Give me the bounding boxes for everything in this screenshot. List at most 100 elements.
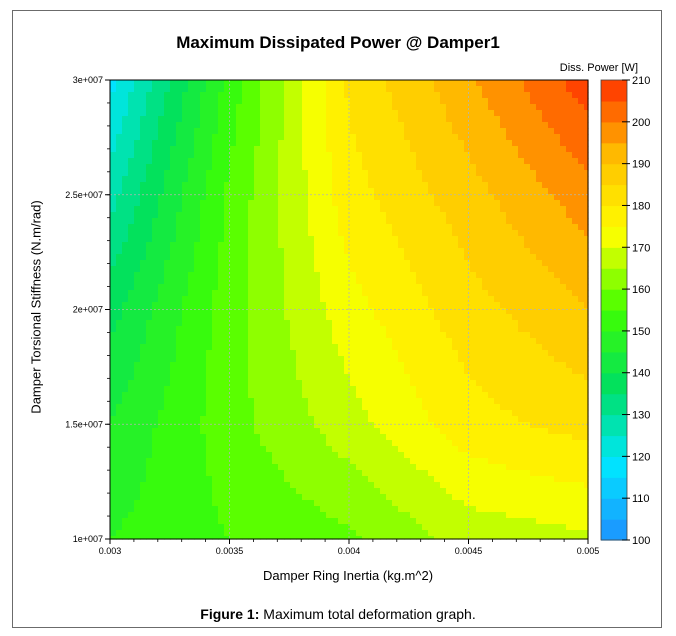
contour-cell <box>560 176 567 183</box>
contour-cell <box>374 272 381 279</box>
contour-cell <box>542 206 549 213</box>
contour-cell <box>380 158 387 165</box>
contour-cell <box>368 194 375 201</box>
contour-cell <box>116 98 123 105</box>
contour-cell <box>242 272 249 279</box>
contour-cell <box>320 140 327 147</box>
contour-cell <box>314 398 321 405</box>
contour-cell <box>524 158 531 165</box>
contour-cell <box>242 446 249 453</box>
contour-cell <box>422 128 429 135</box>
contour-cell <box>236 308 243 315</box>
contour-cell <box>110 362 117 369</box>
contour-cell <box>584 128 589 135</box>
contour-cell <box>530 278 537 285</box>
contour-cell <box>446 194 453 201</box>
contour-cell <box>188 452 195 459</box>
contour-cell <box>248 218 255 225</box>
contour-cell <box>182 134 189 141</box>
contour-cell <box>464 218 471 225</box>
contour-cell <box>302 122 309 129</box>
contour-cell <box>146 332 153 339</box>
contour-cell <box>254 452 261 459</box>
contour-cell <box>452 242 459 249</box>
contour-cell <box>134 392 141 399</box>
contour-cell <box>428 410 435 417</box>
contour-cell <box>236 116 243 123</box>
contour-cell <box>320 392 327 399</box>
contour-cell <box>446 230 453 237</box>
contour-cell <box>188 416 195 423</box>
contour-cell <box>374 176 381 183</box>
contour-cell <box>578 98 585 105</box>
contour-cell <box>290 128 297 135</box>
contour-cell <box>530 116 537 123</box>
contour-cell <box>512 80 519 87</box>
contour-cell <box>212 386 219 393</box>
contour-cell <box>338 98 345 105</box>
contour-cell <box>326 290 333 297</box>
contour-cell <box>260 422 267 429</box>
contour-cell <box>272 116 279 123</box>
contour-cell <box>494 104 501 111</box>
contour-cell <box>152 314 159 321</box>
contour-cell <box>428 254 435 261</box>
contour-cell <box>158 80 165 87</box>
contour-cell <box>272 308 279 315</box>
contour-cell <box>386 104 393 111</box>
contour-cell <box>212 194 219 201</box>
contour-cell <box>164 332 171 339</box>
contour-cell <box>326 206 333 213</box>
contour-cell <box>494 98 501 105</box>
contour-cell <box>116 332 123 339</box>
contour-cell <box>122 98 129 105</box>
contour-cell <box>290 242 297 249</box>
contour-cell <box>110 302 117 309</box>
contour-cell <box>272 356 279 363</box>
contour-cell <box>176 428 183 435</box>
contour-cell <box>338 278 345 285</box>
contour-cell <box>254 242 261 249</box>
contour-cell <box>146 452 153 459</box>
contour-cell <box>308 116 315 123</box>
contour-cell <box>434 446 441 453</box>
contour-cell <box>524 314 531 321</box>
contour-cell <box>494 218 501 225</box>
contour-cell <box>584 272 589 279</box>
contour-cell <box>524 302 531 309</box>
contour-cell <box>476 230 483 237</box>
contour-cell <box>434 236 441 243</box>
contour-cell <box>506 356 513 363</box>
contour-cell <box>218 128 225 135</box>
contour-cell <box>392 362 399 369</box>
contour-cell <box>212 170 219 177</box>
contour-cell <box>416 242 423 249</box>
contour-cell <box>404 386 411 393</box>
contour-cell <box>266 236 273 243</box>
contour-cell <box>464 176 471 183</box>
contour-cell <box>530 122 537 129</box>
contour-cell <box>512 188 519 195</box>
contour-cell <box>110 284 117 291</box>
contour-cell <box>200 212 207 219</box>
contour-cell <box>434 434 441 441</box>
contour-cell <box>482 266 489 273</box>
contour-cell <box>506 122 513 129</box>
contour-cell <box>458 236 465 243</box>
contour-cell <box>464 302 471 309</box>
contour-cell <box>194 398 201 405</box>
contour-cell <box>158 326 165 333</box>
contour-cell <box>386 146 393 153</box>
contour-cell <box>428 224 435 231</box>
contour-cell <box>434 320 441 327</box>
contour-cell <box>296 200 303 207</box>
contour-cell <box>542 176 549 183</box>
contour-cell <box>116 362 123 369</box>
contour-cell <box>200 170 207 177</box>
contour-cell <box>248 440 255 447</box>
contour-cell <box>194 200 201 207</box>
contour-cell <box>284 182 291 189</box>
contour-cell <box>374 164 381 171</box>
contour-cell <box>554 314 561 321</box>
contour-cell <box>206 158 213 165</box>
